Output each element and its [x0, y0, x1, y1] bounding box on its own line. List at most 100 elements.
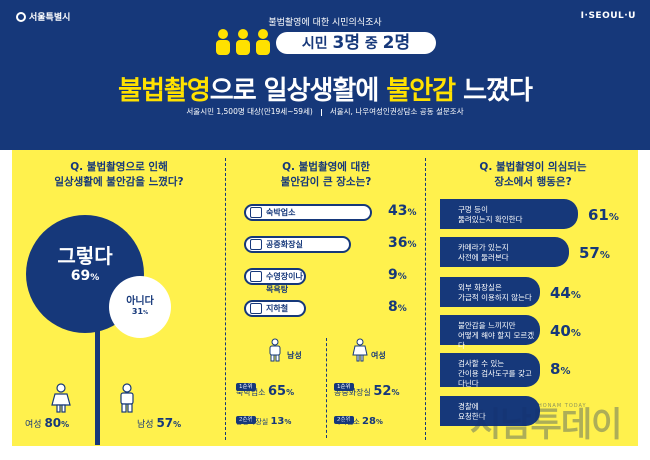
- female-rank2-pct: 28: [362, 416, 376, 427]
- pct-unit: %: [599, 250, 610, 261]
- headline-prefix: 시민: [301, 36, 333, 52]
- place-bar: 공중화장실: [244, 236, 351, 253]
- behavior-bar: 카메라가 있는지 사전에 둘러본다: [440, 237, 569, 267]
- male-pct: 57: [156, 416, 174, 430]
- place-label: 공중화장실: [266, 240, 303, 249]
- female-person-icon: [51, 383, 71, 413]
- column-divider: [425, 158, 426, 440]
- yes-pct-value: 69: [70, 268, 91, 284]
- male-person-icon: [120, 383, 134, 413]
- female-rank1-place: 공중화장실: [334, 388, 371, 397]
- pct-unit: %: [391, 388, 400, 397]
- headline-num1: 3명: [332, 33, 360, 53]
- main-title: 불법촬영으로 일상생활에 불안감 느꼈다: [0, 70, 650, 107]
- male-rank2-tag: 2순위: [236, 406, 256, 425]
- male-rank1-place: 숙박업소: [236, 388, 266, 397]
- place-bar: 숙박업소: [244, 204, 372, 221]
- behavior-bar: 외부 화장실은 가급적 이용하지 않는다: [440, 277, 540, 307]
- behavior-text: 카메라가 있는지: [458, 243, 509, 252]
- place-pct-value: 36: [388, 235, 408, 251]
- restroom-icon: [250, 239, 262, 250]
- male-label: 남성: [137, 420, 154, 430]
- behavior-percent: 44%: [550, 284, 581, 302]
- place-bar: 수영장이나 목욕탕: [244, 268, 306, 294]
- place-percent: 36%: [388, 235, 417, 251]
- pct-unit: %: [570, 290, 581, 301]
- female-stat: 여성 80%: [25, 416, 69, 430]
- seoul-emblem-icon: [16, 11, 26, 22]
- header-banner: [0, 0, 650, 150]
- behavior-pct-value: 57: [579, 244, 600, 262]
- headline-mid: 중: [360, 36, 383, 52]
- place-label: 수영장이나 목욕탕: [266, 272, 303, 294]
- survey-meta: 서울시민 1,500명 대상(만19세~59세) 서울시, 나우여성인권상담소 공…: [0, 106, 650, 117]
- male-rank2-row: 공중화장실 13%: [236, 416, 291, 427]
- behavior-bar: 경찰에 요청한다: [440, 396, 540, 426]
- behavior-text: 간이용 검사도구를 갖고: [458, 369, 532, 378]
- house-icon: [250, 207, 262, 218]
- meta-left: 서울시민 1,500명 대상(만19세~59세): [186, 107, 313, 116]
- female-rank1-pct: 52: [373, 384, 392, 399]
- q2-male-label: 남성: [287, 351, 302, 360]
- male-rank1-pct: 65: [268, 384, 287, 399]
- female-rank1-tag: 1순위: [334, 373, 354, 392]
- behavior-text: 뚫려있는지 확인한다: [458, 215, 523, 224]
- title-part2: 으로 일상생활에: [209, 76, 387, 106]
- gender-divider: [326, 338, 327, 438]
- behavior-text: 불안감을 느끼지만: [458, 321, 516, 330]
- q2-title-line1: Q. 불법촬영에 대한: [282, 161, 370, 173]
- place-label: 지하철: [266, 304, 289, 313]
- pct-unit: %: [375, 418, 383, 426]
- q1-title: Q. 불법촬영으로 인해 일상생활에 불안감을 느꼈다?: [14, 160, 224, 190]
- behavior-text: 검사할 수 있는: [458, 359, 505, 368]
- male-rank2-pct: 13: [270, 416, 285, 427]
- female-rank1-row: 공중화장실 52%: [334, 384, 399, 399]
- behavior-text: 사전에 둘러본다: [458, 253, 509, 262]
- q1-title-line2: 일상생활에 불안감을 느꼈다?: [54, 176, 184, 188]
- q2-female-label: 여성: [371, 351, 386, 360]
- male-stat: 남성 57%: [137, 416, 181, 430]
- title-part4: 느꼈다: [455, 76, 533, 106]
- male-rank1-tag: 1순위: [236, 373, 256, 392]
- circle-stem: [95, 330, 100, 445]
- female-rank2-place: 숙박업소: [334, 418, 360, 426]
- pct-unit: %: [570, 328, 581, 339]
- meta-right: 서울시, 나우여성인권상담소 공동 설문조사: [329, 107, 464, 116]
- q3-title: Q. 불법촬영이 의심되는 장소에서 행동은?: [428, 160, 638, 190]
- watermark: 시남투데이: [470, 405, 622, 445]
- female-pct: 80: [44, 416, 62, 430]
- male-person-icon: [269, 338, 281, 362]
- female-person-icon: [352, 338, 368, 362]
- place-percent: 8%: [388, 299, 407, 315]
- behavior-text: 외부 화장실은: [458, 283, 502, 292]
- female-rank2-row: 숙박업소 28%: [334, 416, 383, 427]
- pct-unit: %: [407, 240, 417, 250]
- seoul-city-logo: 서울특별시: [16, 10, 70, 23]
- pct-unit: %: [407, 208, 417, 218]
- place-label: 숙박업소: [266, 208, 296, 217]
- pct-unit: %: [143, 310, 149, 316]
- female-label: 여성: [25, 420, 42, 430]
- q3-title-line2: 장소에서 행동은?: [494, 176, 572, 188]
- q3-title-line1: Q. 불법촬영이 의심되는: [479, 161, 587, 173]
- meta-separator: [320, 108, 322, 116]
- place-pct-value: 8: [388, 299, 398, 315]
- q1-title-line1: Q. 불법촬영으로 인해: [70, 161, 168, 173]
- yes-percent: 69%: [26, 268, 144, 284]
- behavior-pct-value: 8: [550, 360, 561, 378]
- logo-text: 서울특별시: [29, 13, 71, 23]
- survey-label: 불법촬영에 대한 시민의식조사: [268, 18, 382, 28]
- watermark-sub: HONAM TODAY: [538, 403, 587, 409]
- headline-num2: 2명: [382, 33, 411, 53]
- behavior-bar: 불안감을 느끼지만 어떻게 해야 할지 모르겠다: [440, 315, 540, 350]
- behavior-percent: 8%: [550, 360, 570, 378]
- column-divider: [225, 158, 226, 440]
- behavior-text: 어떻게 해야 할지 모르겠다: [458, 331, 535, 350]
- behavior-pct-value: 40: [550, 322, 571, 340]
- q2-title: Q. 불법촬영에 대한 불안감이 큰 장소는?: [228, 160, 424, 190]
- place-pct-value: 9: [388, 267, 398, 283]
- place-pct-value: 43: [388, 203, 408, 219]
- pct-unit: %: [397, 304, 407, 314]
- behavior-text: 요청한다: [458, 412, 486, 421]
